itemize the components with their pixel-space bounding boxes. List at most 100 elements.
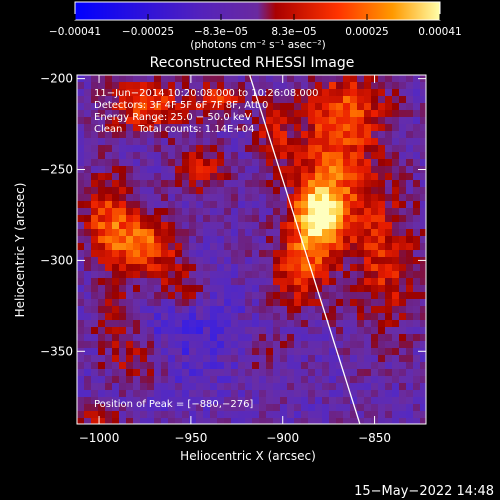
heatmap-cell <box>371 96 379 104</box>
heatmap-cell <box>287 110 295 118</box>
heatmap-cell <box>371 229 379 237</box>
heatmap-cell <box>399 285 407 293</box>
heatmap-cell <box>112 341 120 349</box>
heatmap-cell <box>224 201 232 209</box>
heatmap-cell <box>168 285 176 293</box>
heatmap-cell <box>336 131 344 139</box>
heatmap-cell <box>196 215 204 223</box>
heatmap-cell <box>280 159 288 167</box>
heatmap-cell <box>84 201 92 209</box>
heatmap-cell <box>385 376 393 384</box>
heatmap-cell <box>189 82 197 90</box>
heatmap-cell <box>168 222 176 230</box>
heatmap-cell <box>154 341 162 349</box>
heatmap-cell <box>329 369 337 377</box>
heatmap-cell <box>406 103 414 111</box>
heatmap-cell <box>420 271 426 279</box>
heatmap-cell <box>245 418 253 424</box>
heatmap-cell <box>371 250 379 258</box>
heatmap-cell <box>210 264 218 272</box>
heatmap-cell <box>203 376 211 384</box>
heatmap-cell <box>245 103 253 111</box>
heatmap-cell <box>364 334 372 342</box>
heatmap-cell <box>105 208 113 216</box>
heatmap-cell <box>371 320 379 328</box>
heatmap-cell <box>203 124 211 132</box>
heatmap-cell <box>413 152 421 160</box>
heatmap-cell <box>224 159 232 167</box>
heatmap-cell <box>168 159 176 167</box>
heatmap-cell <box>84 411 92 419</box>
heatmap-cell <box>413 236 421 244</box>
heatmap-cell <box>399 313 407 321</box>
heatmap-cell <box>406 299 414 307</box>
heatmap-cell <box>245 124 253 132</box>
heatmap-cell <box>210 159 218 167</box>
heatmap-cell <box>112 369 120 377</box>
heatmap-cell <box>175 348 183 356</box>
heatmap-cell <box>231 89 239 97</box>
heatmap-cell <box>105 131 113 139</box>
heatmap-cell <box>210 418 218 424</box>
heatmap-cell <box>91 278 99 286</box>
heatmap-cell <box>196 138 204 146</box>
heatmap-cell <box>126 348 134 356</box>
heatmap-cell <box>406 320 414 328</box>
heatmap-cell <box>357 404 365 412</box>
heatmap-cell <box>371 355 379 363</box>
heatmap-cell <box>399 117 407 125</box>
heatmap-cell <box>140 96 148 104</box>
heatmap-cell <box>224 145 232 153</box>
heatmap-cell <box>413 257 421 265</box>
heatmap-cell <box>273 124 281 132</box>
heatmap-cell <box>322 236 330 244</box>
heatmap-cell <box>329 208 337 216</box>
heatmap-cell <box>112 404 120 412</box>
heatmap-cell <box>126 264 134 272</box>
heatmap-cell <box>238 201 246 209</box>
heatmap-cell <box>154 264 162 272</box>
heatmap-cell <box>196 334 204 342</box>
heatmap-cell <box>252 82 260 90</box>
heatmap-cell <box>336 362 344 370</box>
heatmap-cell <box>84 145 92 153</box>
heatmap-cell <box>168 208 176 216</box>
heatmap-cell <box>308 348 316 356</box>
heatmap-cell <box>196 418 204 424</box>
heatmap-cell <box>315 145 323 153</box>
heatmap-cell <box>175 96 183 104</box>
heatmap-cell <box>378 383 386 391</box>
heatmap-cell <box>273 285 281 293</box>
heatmap-cell <box>210 124 218 132</box>
heatmap-cell <box>161 103 169 111</box>
heatmap-cell <box>133 117 141 125</box>
heatmap-cell <box>91 89 99 97</box>
heatmap-cell <box>301 362 309 370</box>
heatmap-cell <box>392 187 400 195</box>
heatmap-cell <box>147 313 155 321</box>
heatmap-cell <box>259 89 267 97</box>
heatmap-cell <box>259 257 267 265</box>
heatmap-cell <box>91 103 99 111</box>
heatmap-cell <box>119 138 127 146</box>
heatmap-cell <box>294 327 302 335</box>
heatmap-cell <box>413 376 421 384</box>
heatmap-cell <box>231 264 239 272</box>
heatmap-cell <box>322 376 330 384</box>
heatmap-cell <box>77 89 85 97</box>
heatmap-cell <box>126 222 134 230</box>
heatmap-cell <box>343 285 351 293</box>
heatmap-cell <box>252 397 260 405</box>
heatmap-cell <box>329 215 337 223</box>
heatmap-cell <box>406 215 414 223</box>
heatmap-cell <box>273 327 281 335</box>
heatmap-cell <box>161 383 169 391</box>
heatmap-cell <box>378 334 386 342</box>
heatmap-cell <box>217 208 225 216</box>
heatmap-cell <box>392 152 400 160</box>
heatmap-cell <box>385 362 393 370</box>
heatmap-cell <box>413 418 421 424</box>
heatmap-cell <box>420 201 426 209</box>
heatmap-cell <box>399 215 407 223</box>
heatmap-cell <box>343 194 351 202</box>
